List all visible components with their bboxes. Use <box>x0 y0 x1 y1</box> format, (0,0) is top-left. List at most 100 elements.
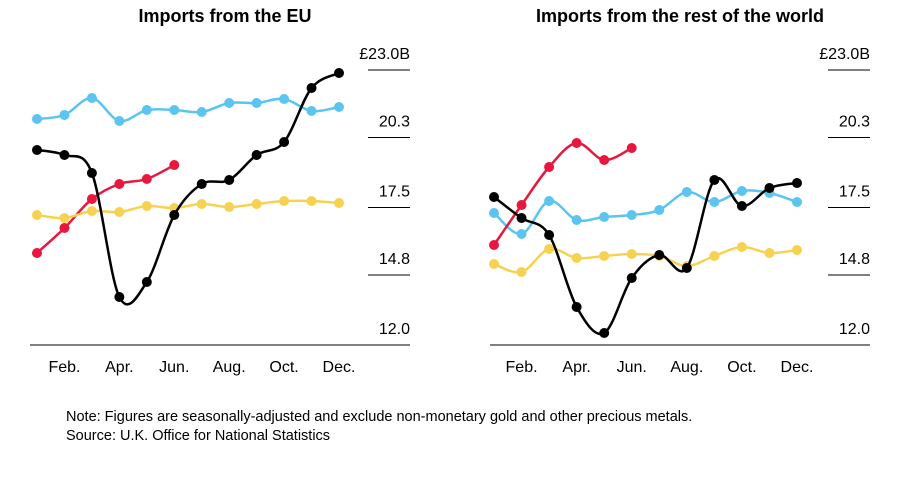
data-point <box>599 155 610 165</box>
data-point <box>516 267 527 277</box>
series-line <box>36 71 340 306</box>
series-line <box>492 141 633 246</box>
data-point <box>196 179 207 189</box>
data-point <box>599 212 610 222</box>
data-point <box>141 277 152 287</box>
data-point <box>224 175 235 185</box>
data-point <box>86 93 97 103</box>
data-point <box>516 213 527 223</box>
data-point <box>279 94 290 104</box>
data-point <box>489 208 499 218</box>
x-tick-label: Oct. <box>727 359 756 376</box>
data-point <box>489 259 499 269</box>
x-tick-label: Feb. <box>48 359 80 376</box>
data-point <box>654 250 665 260</box>
data-point <box>224 202 235 212</box>
x-tick-label: Aug. <box>670 359 703 376</box>
data-point <box>599 328 610 338</box>
series-line <box>493 189 798 236</box>
data-point <box>516 200 527 210</box>
data-point <box>86 168 97 178</box>
data-point <box>709 175 720 185</box>
data-point <box>792 178 802 188</box>
data-point <box>334 102 344 112</box>
data-point <box>516 229 527 239</box>
data-point <box>626 143 637 153</box>
data-point <box>251 150 262 160</box>
y-tick-label: 14.8 <box>379 251 410 268</box>
data-point <box>32 210 42 220</box>
data-point <box>196 199 207 209</box>
data-point <box>764 248 775 258</box>
data-point <box>736 201 747 211</box>
x-tick-label: Oct. <box>269 359 298 376</box>
data-point <box>306 106 317 116</box>
data-point <box>141 201 152 211</box>
data-point <box>224 98 235 108</box>
data-point <box>334 68 344 78</box>
data-point <box>32 248 42 258</box>
data-point <box>169 105 180 115</box>
data-point <box>544 196 555 206</box>
data-point <box>306 83 317 93</box>
data-point <box>251 199 262 209</box>
data-point <box>681 263 692 273</box>
data-point <box>626 249 637 259</box>
data-point <box>626 273 637 283</box>
data-point <box>59 213 70 223</box>
y-tick-label: £23.0B <box>359 46 410 63</box>
data-point <box>306 196 317 206</box>
data-point <box>59 150 70 160</box>
series-line <box>493 245 798 274</box>
y-tick-label: 17.5 <box>379 184 410 201</box>
data-point <box>544 244 555 254</box>
data-point <box>544 230 555 240</box>
y-tick-label: 12.0 <box>379 321 410 338</box>
data-point <box>196 107 207 117</box>
data-point <box>736 242 747 252</box>
data-point <box>86 206 97 216</box>
data-point <box>59 110 70 120</box>
x-tick-label: Jun. <box>617 359 647 376</box>
data-point <box>114 116 125 126</box>
data-point <box>169 210 180 220</box>
chart-title: Imports from the rest of the world <box>536 6 824 26</box>
x-tick-label: Jun. <box>159 359 189 376</box>
data-point <box>736 186 747 196</box>
data-point <box>792 245 802 255</box>
y-tick-label: 12.0 <box>839 321 870 338</box>
data-point <box>571 302 582 312</box>
data-point <box>169 160 180 170</box>
x-tick-label: Aug. <box>213 359 246 376</box>
data-point <box>571 215 582 225</box>
data-point <box>764 183 775 193</box>
data-point <box>709 251 720 261</box>
data-point <box>279 137 290 147</box>
data-point <box>571 138 582 148</box>
y-tick-label: 14.8 <box>839 251 870 268</box>
data-point <box>489 192 499 202</box>
data-point <box>654 205 665 215</box>
data-point <box>571 253 582 263</box>
data-point <box>141 174 152 184</box>
data-point <box>709 197 720 207</box>
data-point <box>334 198 344 208</box>
data-point <box>792 197 802 207</box>
x-tick-label: Apr. <box>562 359 590 376</box>
y-tick-label: 20.3 <box>839 114 870 131</box>
data-point <box>279 196 290 206</box>
source: Source: U.K. Office for National Statist… <box>66 428 330 444</box>
note: Note: Figures are seasonally-adjusted an… <box>66 409 692 425</box>
data-point <box>32 114 42 124</box>
data-point <box>599 251 610 261</box>
y-tick-label: 20.3 <box>379 114 410 131</box>
data-point <box>59 223 70 233</box>
x-tick-label: Dec. <box>781 359 814 376</box>
data-point <box>681 187 692 197</box>
data-point <box>32 145 42 155</box>
x-tick-label: Feb. <box>506 359 538 376</box>
data-point <box>86 194 97 204</box>
data-point <box>114 292 125 302</box>
chart-title: Imports from the EU <box>138 6 311 26</box>
